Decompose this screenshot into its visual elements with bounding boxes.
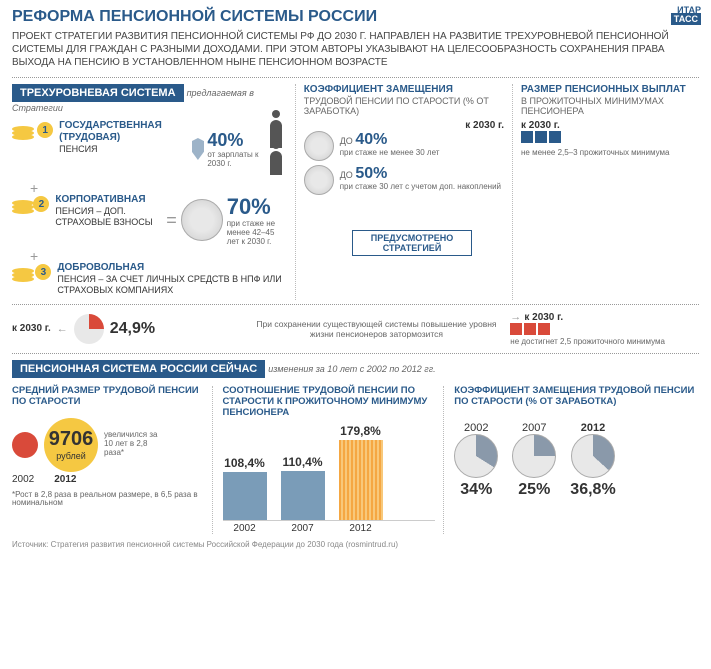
pie-2002 [12,432,38,458]
alt-payout: → к 2030 г. не достигнет 2,5 прожиточног… [510,311,699,347]
repl-row-50: ДО 50%при стаже 30 лет с учетом доп. нак… [304,165,504,195]
value-circle: 9706 рублей [44,418,98,472]
bar: 179,8% [339,440,383,520]
repl-row-40: ДО 40%при стаже не менее 30 лет [304,131,504,161]
money-icon [12,262,29,282]
cubes-bad [510,323,550,335]
avg-head: СРЕДНИЙ РАЗМЕР ТРУДОВОЙ ПЕНСИИ ПО СТАРОС… [12,386,204,408]
strategy-box: ПРЕДУСМОТРЕНО СТРАТЕГИЕЙ [352,230,472,256]
ruble-coin-icon [181,199,223,241]
source-note: Источник: Стратегия развития пенсионной … [12,540,699,549]
coin-icon [304,131,334,161]
current-badge: ПЕНСИОННАЯ СИСТЕМА РОССИИ СЕЙЧАС [12,360,265,378]
page-title: РЕФОРМА ПЕНСИОННОЙ СИСТЕМЫ РОССИИ [12,8,699,26]
replnow-head: КОЭФФИЦИЕНТ ЗАМЕЩЕНИЯ ТРУДОВОЙ ПЕНСИИ ПО… [454,386,699,408]
pie-icon [454,434,498,478]
pie-icon [512,434,556,478]
repl-head: КОЭФФИЦИЕНТ ЗАМЕЩЕНИЯ [304,84,504,96]
pie-icon [571,434,615,478]
page-subtitle: ПРОЕКТ СТРАТЕГИИ РАЗВИТИЯ ПЕНСИОННОЙ СИС… [12,30,699,69]
coin-icon [304,165,334,195]
bar: 108,4% [223,472,267,520]
source-logo: ИТАРТАСС [671,6,701,24]
three-tier-badge: ТРЕХУРОВНЕВАЯ СИСТЕМА [12,84,184,102]
tier-3: 3 ДОБРОВОЛЬНАЯПЕНСИЯ – ЗА СЧЕТ ЛИЧНЫХ СР… [12,262,287,296]
coins-icon [12,120,31,140]
shield-icon [192,138,205,160]
tier-1: 1 ГОСУДАРСТВЕННАЯ (ТРУДОВАЯ)ПЕНСИЯ 40% о… [12,120,287,178]
ratio-head: СООТНОШЕНИЕ ТРУДОВОЙ ПЕНСИИ ПО СТАРОСТИ … [223,386,436,419]
ratio-bars: 108,4% 110,4% 179,8% [223,441,436,521]
payout-head: РАЗМЕР ПЕНСИОННЫХ ВЫПЛАТ [521,84,699,96]
people-icon [270,120,287,178]
pie-alt [74,314,104,344]
coins-icon [12,194,27,214]
alt-repl: к 2030 г.← 24,9% [12,314,243,344]
repl-pies: 200234%200725%201236,8% [454,422,699,499]
cubes-good [521,131,561,143]
bar: 110,4% [281,471,325,520]
tier-2: 2 КОРПОРАТИВНАЯПЕНСИЯ – ДОП. СТРАХОВЫЕ В… [12,194,287,246]
